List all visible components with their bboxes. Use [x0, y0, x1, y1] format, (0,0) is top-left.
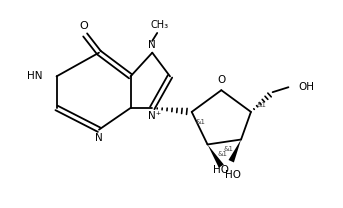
Text: HN: HN — [27, 71, 43, 81]
Text: OH: OH — [298, 82, 314, 92]
Text: CH₃: CH₃ — [150, 20, 168, 30]
Text: O: O — [80, 21, 88, 31]
Text: N: N — [149, 40, 156, 50]
Polygon shape — [208, 144, 224, 168]
Text: &1: &1 — [257, 102, 267, 108]
Text: O: O — [217, 75, 225, 85]
Text: &1: &1 — [196, 119, 206, 125]
Polygon shape — [228, 140, 241, 162]
Text: HO: HO — [225, 170, 241, 180]
Text: N⁺: N⁺ — [147, 111, 161, 121]
Text: &1: &1 — [223, 146, 233, 152]
Text: N: N — [95, 132, 103, 142]
Text: &1: &1 — [217, 151, 227, 157]
Text: HO: HO — [213, 165, 229, 175]
